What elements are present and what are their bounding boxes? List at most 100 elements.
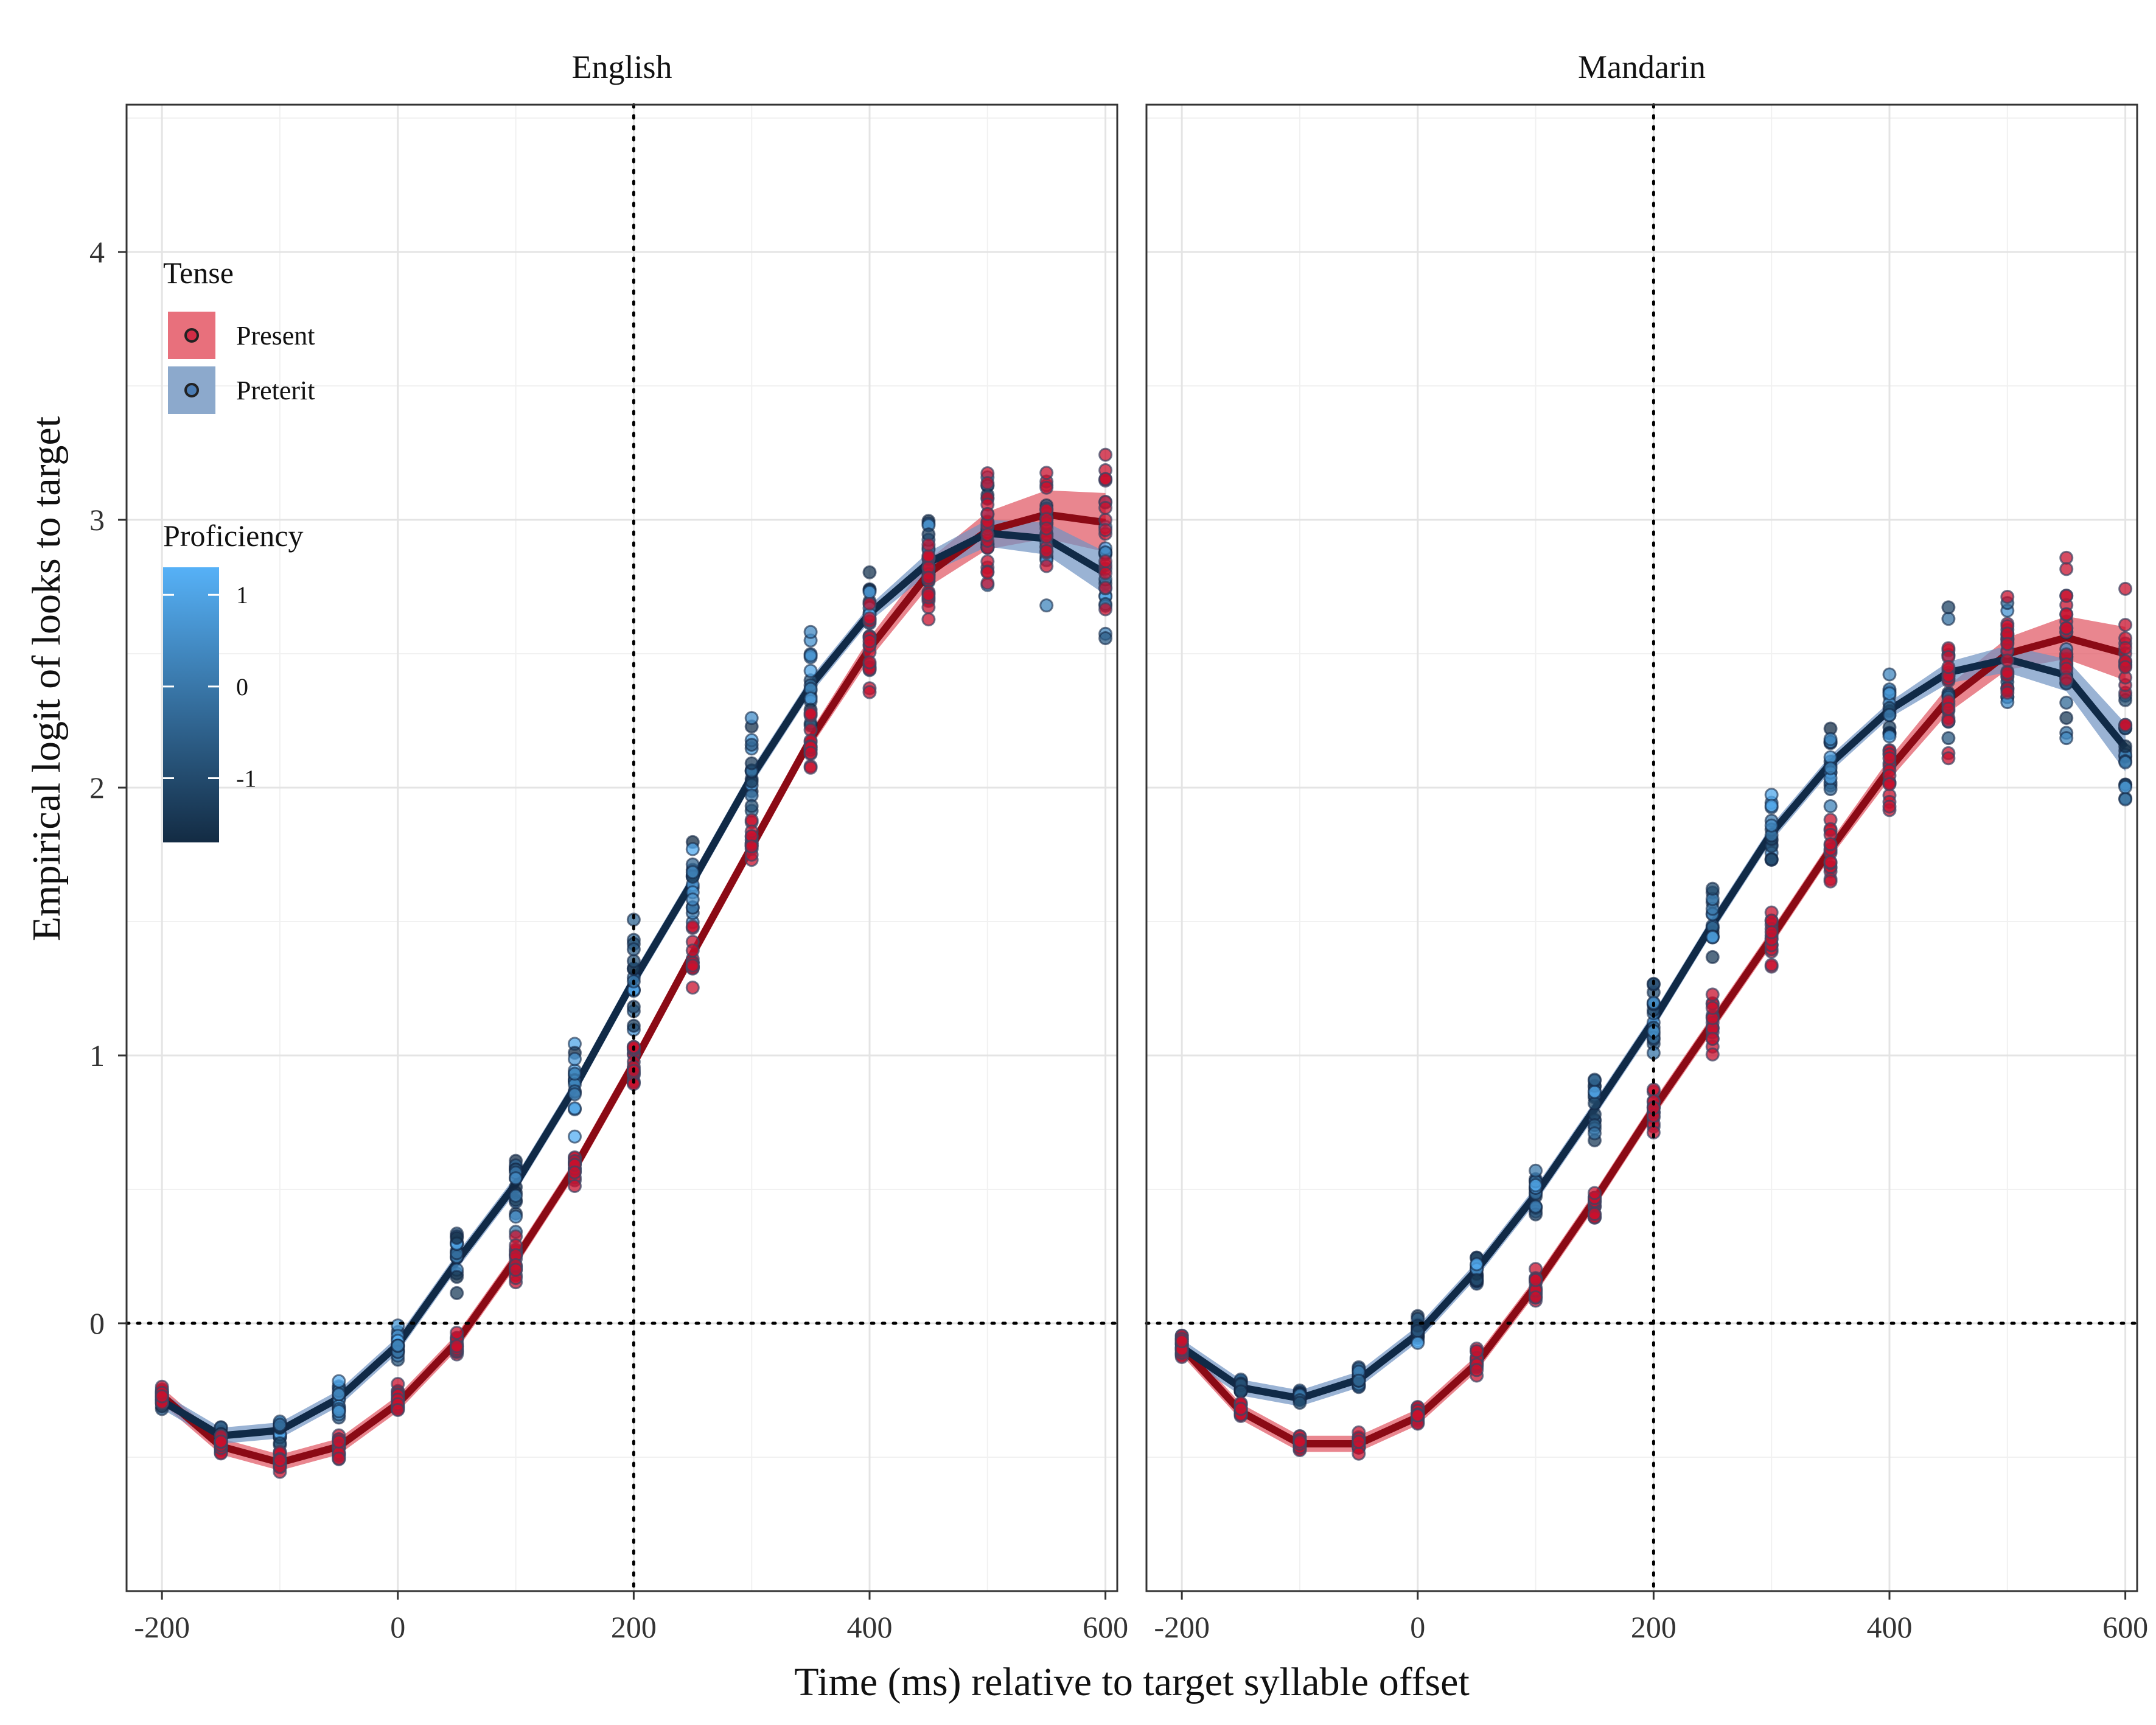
data-point-preterit [509,1171,523,1186]
data-point-present [1039,521,1054,536]
data-point-preterit [1352,1373,1366,1388]
data-point-preterit [567,1087,582,1102]
data-point-present [1174,1334,1189,1349]
proficiency-colorbar [163,567,219,842]
data-point-preterit [1529,1163,1543,1178]
data-point-present [1098,500,1113,515]
data-point-present [1411,1408,1425,1422]
data-point-present [803,760,818,775]
data-point-present [1352,1446,1366,1461]
data-point-present [1098,581,1113,595]
data-point-present [744,839,759,854]
data-point-present [1352,1435,1366,1449]
data-point-preterit [685,892,700,907]
data-point-preterit [567,1066,582,1081]
data-point-preterit [273,1418,287,1432]
data-point-present [1941,751,1956,766]
y-axis-ticks: 0 1 2 3 4 [89,235,127,1340]
data-point-preterit [1411,1335,1425,1350]
y-tick-label: 2 [89,771,105,805]
mandarin-data-points [1174,550,2133,1461]
data-point-present [1529,1273,1543,1287]
mandarin-gridlines [1146,105,2137,1591]
data-point-present [2118,640,2133,655]
x-tick-label: 400 [847,1610,893,1644]
data-point-present [1823,874,1838,889]
data-point-present [273,1453,287,1468]
data-point-preterit [2118,739,2133,754]
x-tick-label: 600 [1083,1610,1128,1644]
data-point-preterit [1882,708,1897,723]
x-tick-label: 200 [611,1610,657,1644]
data-point-present [2059,589,2074,603]
data-point-present [862,655,877,670]
data-point-preterit [1823,799,1838,813]
colorbar-tick-label: -1 [236,765,256,793]
data-point-present [1233,1402,1248,1416]
data-point-present [685,981,700,995]
legend-key-present: Present [168,312,315,359]
y-tick-label: 3 [89,503,105,537]
data-point-preterit [567,1129,582,1144]
english-data-points [155,447,1113,1479]
data-point-present [332,1434,346,1449]
data-point-present [1098,554,1113,569]
data-point-present [1705,1001,1720,1015]
english-reference-lines [125,103,1119,1593]
data-point-present [1882,777,1897,791]
data-point-present [2000,685,2015,700]
data-point-preterit [1587,1126,1602,1141]
y-tick-label: 1 [89,1038,105,1072]
data-point-present [2000,589,2015,604]
data-point-present [1941,660,1956,674]
data-point-preterit [744,711,759,726]
data-point-present [921,612,936,627]
data-point-present [1470,1344,1484,1359]
data-point-present [450,1339,464,1354]
data-point-preterit [1529,1178,1543,1192]
data-point-preterit [685,842,700,856]
data-point-present [1764,914,1779,928]
data-point-present [685,919,700,934]
data-point-preterit [567,1101,582,1116]
data-point-present [685,958,700,973]
data-point-preterit [1293,1396,1307,1410]
data-point-preterit [1098,631,1113,646]
data-point-present [2118,660,2133,674]
data-point-preterit [332,1387,346,1402]
data-point-preterit [2059,731,2074,746]
mandarin-panel: Mandarin -200 0 200 400 600 [1145,49,2148,1644]
data-point-present [2059,562,2074,576]
data-point-present [744,813,759,827]
data-point-preterit [744,737,759,752]
data-point-present [921,587,936,602]
legend-point-preterit [184,383,199,397]
data-point-present [1039,559,1054,573]
data-point-present [1705,1047,1720,1062]
data-point-present [862,634,877,649]
mandarin-strip-label: Mandarin [1578,49,1706,85]
data-point-preterit [509,1188,523,1203]
data-point-present [1098,472,1113,486]
data-point-preterit [1882,667,1897,682]
mandarin-x-ticks: -200 0 200 400 600 [1154,1591,2148,1644]
legend-label-present: Present [236,321,315,351]
colorbar-tick-label: 1 [236,581,248,609]
data-point-preterit [1764,852,1779,866]
english-x-ticks: -200 0 200 400 600 [134,1591,1128,1644]
mandarin-reference-lines [1145,103,2139,1593]
data-point-preterit [744,756,759,771]
english-panel: English -200 0 200 400 600 [125,49,1128,1644]
data-point-preterit [1587,1096,1602,1111]
legend-point-present [184,328,199,343]
data-point-preterit [332,1404,346,1419]
data-point-present [921,570,936,585]
data-point-preterit [1705,950,1720,964]
x-tick-label: 600 [2102,1610,2148,1644]
data-point-preterit [1587,1085,1602,1099]
data-point-present [921,537,936,552]
data-point-present [1587,1206,1602,1221]
data-point-preterit [1705,930,1720,945]
data-point-preterit [803,648,818,663]
x-tick-label: 200 [1631,1610,1676,1644]
